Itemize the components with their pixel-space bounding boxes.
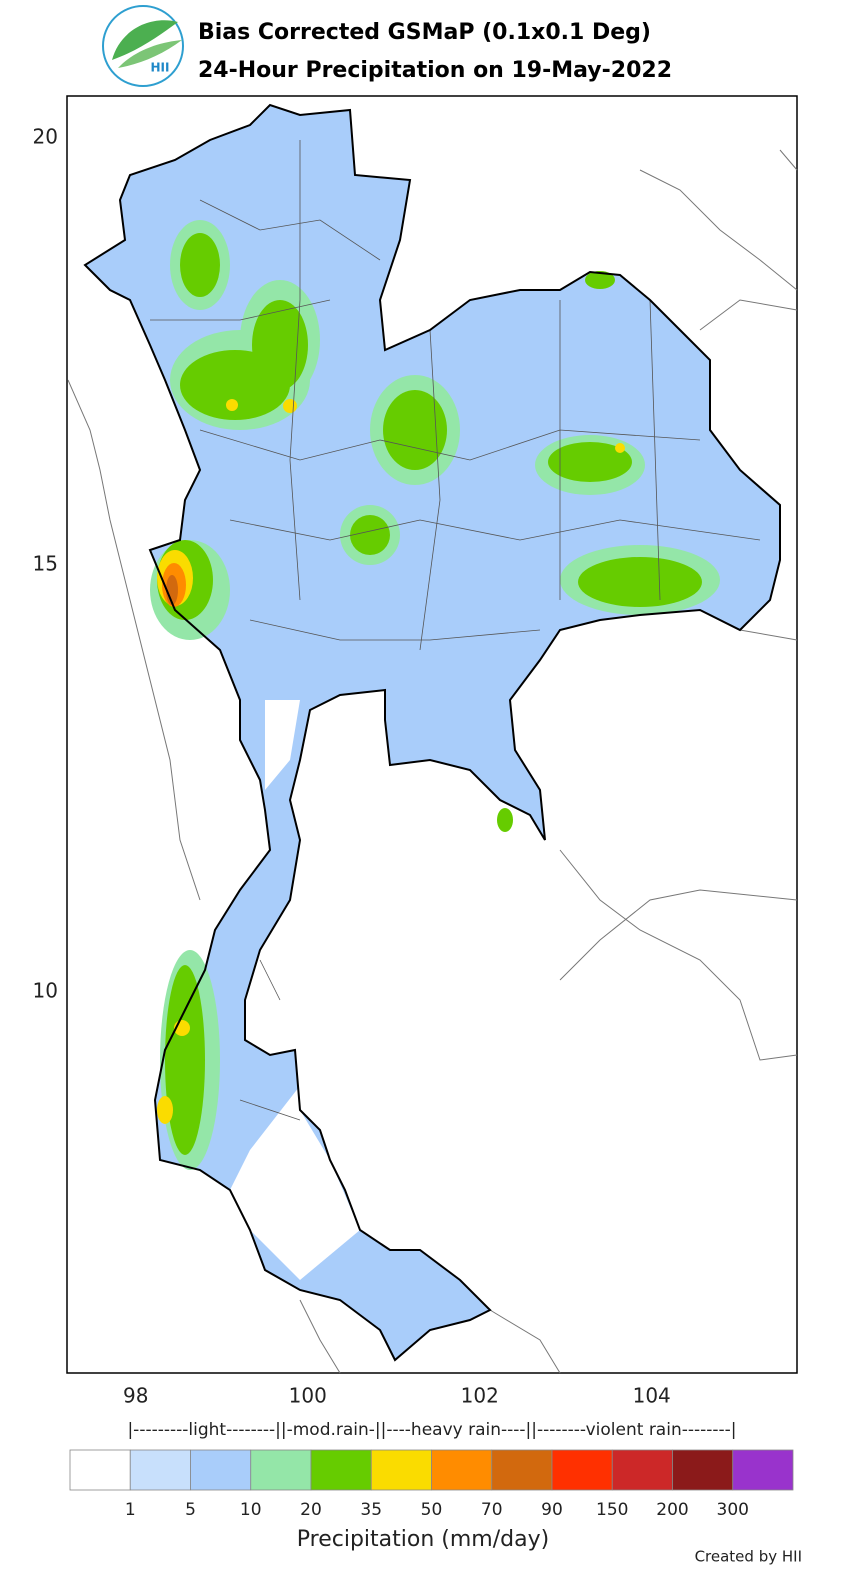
y-tick-label: 15 — [33, 551, 58, 575]
colorbar-box — [491, 1449, 553, 1491]
logo-ring — [102, 5, 184, 87]
x-tick-label: 98 — [123, 1384, 148, 1408]
x-tick-label: 100 — [289, 1384, 327, 1408]
dry-area — [230, 700, 360, 1280]
colorbar-tick-label: 150 — [596, 1500, 628, 1520]
colorbar-tick-label: 20 — [300, 1500, 322, 1520]
border — [299, 1299, 561, 1374]
colorbar-tick-label: 70 — [481, 1500, 503, 1520]
colorbar-tick-label: 1 — [125, 1500, 136, 1520]
colorbar-tick-label: 300 — [717, 1500, 749, 1520]
colorbar-tick-label: 50 — [421, 1500, 443, 1520]
colorbar-box — [310, 1449, 372, 1491]
colorbar-box — [190, 1449, 252, 1491]
logo-text: HII — [151, 61, 170, 75]
colorbar-box — [611, 1449, 673, 1491]
logo-leaf — [112, 20, 178, 60]
colorbar-box — [370, 1449, 432, 1491]
colorbar: 1 5 10 20 35 50 70 90 150 200 300 — [69, 1449, 794, 1520]
coastline — [559, 629, 798, 1061]
logo-leaf — [118, 40, 182, 68]
map — [66, 95, 798, 1374]
y-tick-label: 10 — [33, 979, 58, 1003]
colorbar-box — [431, 1449, 493, 1491]
credit: Created by HII — [695, 1548, 802, 1566]
colorbar-label: Precipitation (mm/day) — [297, 1527, 549, 1552]
colorbar-box — [551, 1449, 613, 1491]
border — [699, 149, 798, 331]
border — [639, 169, 798, 291]
colorbar-box — [672, 1449, 734, 1491]
border — [559, 889, 798, 981]
colorbar-tick-label: 10 — [240, 1500, 262, 1520]
subtitle: 24-Hour Precipitation on 19-May-2022 — [198, 58, 672, 83]
x-tick-label: 102 — [461, 1384, 499, 1408]
colorbar-tick-label: 200 — [656, 1500, 688, 1520]
map-ticks: 98 100 102 104 20 15 10 — [33, 124, 671, 1407]
country-border — [83, 103, 781, 1362]
title: Bias Corrected GSMaP (0.1x0.1 Deg) — [198, 20, 651, 45]
x-tick-label: 104 — [633, 1384, 671, 1408]
colorbar-box — [250, 1449, 312, 1491]
colorbar-tick-label: 35 — [360, 1500, 382, 1520]
colorbar-box — [129, 1449, 191, 1491]
neighbour-borders — [67, 149, 798, 1374]
colorbar-box — [732, 1449, 794, 1491]
colorbar-tick-label: 90 — [541, 1500, 563, 1520]
high-rain — [157, 399, 625, 1124]
logo: HII — [102, 5, 184, 87]
category-labels: |---------light--------||-mod.rain-||---… — [127, 1420, 736, 1440]
coastline — [67, 379, 201, 901]
colorbar-tick-label: 5 — [185, 1500, 196, 1520]
province-borders — [150, 140, 761, 1121]
colorbar-box — [69, 1449, 131, 1491]
y-tick-label: 20 — [33, 124, 58, 148]
